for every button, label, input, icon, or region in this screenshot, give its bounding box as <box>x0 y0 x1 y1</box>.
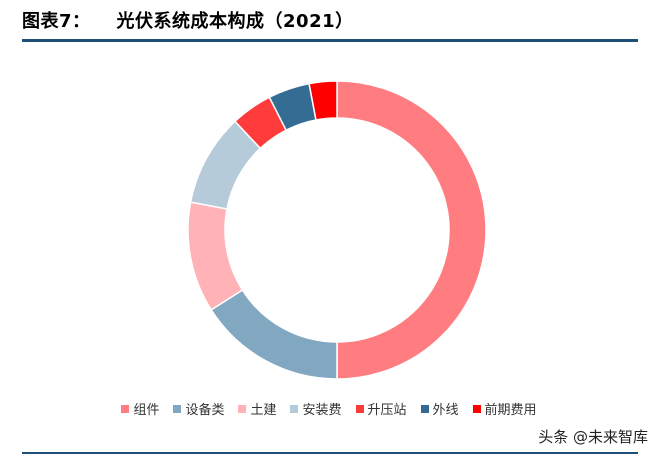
top-rule <box>22 39 638 42</box>
legend-label: 外线 <box>432 403 459 418</box>
legend-item-1: 组件 <box>121 399 159 418</box>
legend-swatch <box>238 404 247 413</box>
legend-label: 土建 <box>250 403 277 418</box>
legend-swatch <box>290 404 299 413</box>
legend-item-5: 升压站 <box>355 399 407 418</box>
legend-item-6: 外线 <box>420 399 459 418</box>
legend-label: 升压站 <box>367 403 407 418</box>
legend-item-4: 安装费 <box>290 399 342 418</box>
legend-label: 设备类 <box>185 403 225 418</box>
legend-swatch <box>121 404 130 413</box>
donut-chart <box>187 80 487 380</box>
chart-legend: 组件 设备类 土建 安装费 升压站 外线 前期费用 <box>0 399 658 418</box>
legend-item-3: 土建 <box>238 399 276 418</box>
legend-label: 组件 <box>133 403 160 418</box>
legend-item-7: 前期费用 <box>472 399 537 418</box>
legend-swatch <box>472 404 481 413</box>
figure-title: 光伏系统成本构成（2021） <box>116 11 354 32</box>
slice-2 <box>210 288 338 380</box>
watermark: 头条 @未来智库 <box>538 428 648 446</box>
slice-1 <box>336 80 487 380</box>
figure-title-bar: 图表7： 光伏系统成本构成（2021） <box>22 6 354 34</box>
legend-swatch <box>420 404 429 413</box>
bottom-rule <box>22 452 638 454</box>
legend-swatch <box>355 404 364 413</box>
legend-swatch <box>173 404 182 413</box>
legend-item-2: 设备类 <box>173 399 224 418</box>
legend-label: 前期费用 <box>484 403 537 418</box>
figure-label: 图表7： <box>22 11 91 32</box>
slice-3 <box>187 201 244 311</box>
legend-label: 安装费 <box>302 403 342 418</box>
slice-7 <box>308 80 338 121</box>
